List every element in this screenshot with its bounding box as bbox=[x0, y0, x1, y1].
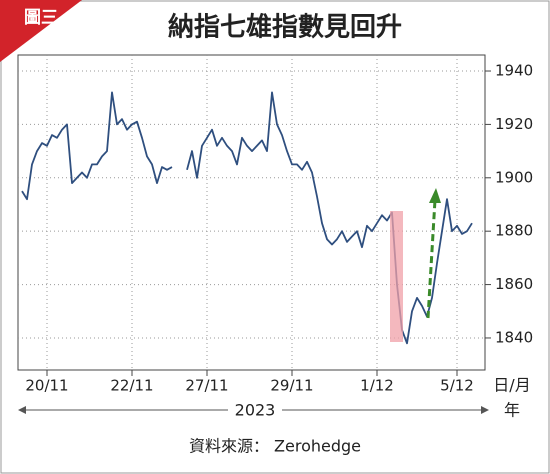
x-tick-label: 27/11 bbox=[185, 377, 228, 395]
x-tick-label: 1/12 bbox=[360, 377, 394, 395]
chart-title: 納指七雄指數見回升 bbox=[168, 12, 402, 43]
year-unit: 年 bbox=[504, 401, 520, 420]
trend-arrow bbox=[426, 199, 437, 319]
highlight bbox=[390, 211, 403, 342]
x-tick-label: 22/11 bbox=[110, 377, 153, 395]
arrow-right bbox=[481, 406, 489, 414]
y-tick-label: 1860 bbox=[495, 275, 533, 293]
badge-label: 圖三 bbox=[24, 8, 58, 28]
y-tick-label: 1940 bbox=[495, 62, 533, 80]
badge bbox=[0, 0, 82, 62]
line bbox=[21, 91, 473, 345]
y-tick-label: 1900 bbox=[495, 168, 533, 186]
arrow-left bbox=[18, 406, 26, 414]
source: 資料來源： Zerohedge bbox=[189, 437, 361, 456]
x-unit: 日/月 bbox=[493, 376, 530, 395]
year-label: 2023 bbox=[235, 401, 276, 420]
arrow-head bbox=[429, 188, 441, 203]
plot-frame bbox=[17, 54, 486, 371]
y-tick-label: 1920 bbox=[495, 115, 533, 133]
x-tick-label: 5/12 bbox=[440, 377, 474, 395]
x-tick-label: 20/11 bbox=[25, 377, 68, 395]
year-bg bbox=[228, 400, 282, 420]
y-tick-label: 1840 bbox=[495, 328, 533, 346]
y-tick-label: 1880 bbox=[495, 222, 533, 240]
x-tick-label: 29/11 bbox=[270, 377, 313, 395]
